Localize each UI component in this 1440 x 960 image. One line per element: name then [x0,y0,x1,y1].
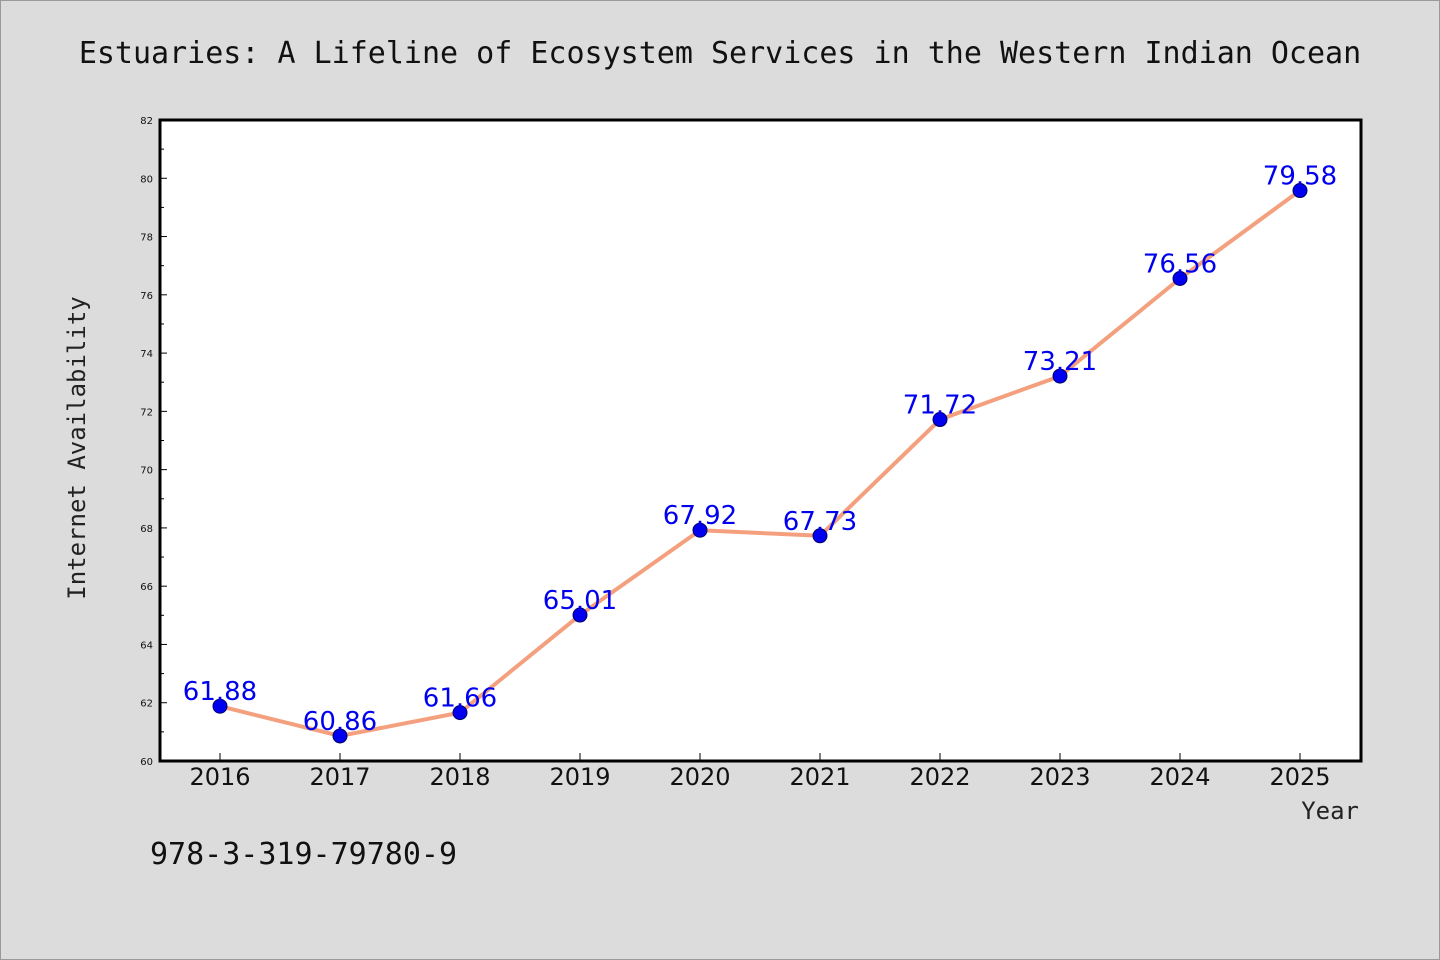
y-tick-label: 72 [140,407,153,418]
y-tick-label: 78 [140,233,153,244]
y-tick-label: 74 [140,349,153,360]
y-axis: 60 62 64 66 68 70 72 74 76 78 80 82 [140,116,167,768]
x-tick-label: 2016 [189,763,250,791]
data-point-marker [932,412,948,428]
data-point-marker [452,705,468,721]
y-tick-label: 76 [140,291,153,302]
y-axis-label: Internet Availability [63,296,91,599]
data-label: 61.66 [423,684,497,714]
data-point-marker [812,528,828,544]
x-tick-label: 2022 [909,763,970,791]
plot-area [158,118,1363,763]
series-line [218,188,1302,738]
data-labels: 61.88 60.86 61.66 65.01 67.92 67.73 71.72 73.21… [183,162,1337,737]
x-tick-label: 2023 [1029,763,1090,791]
data-label: 67.73 [783,507,857,537]
x-tick-label: 2018 [429,763,490,791]
isbn-footnote: 978-3-319-79780-9 [150,837,457,872]
data-point-marker [1292,183,1308,199]
y-tick-label: 64 [140,640,153,651]
data-label: 67.92 [663,501,737,531]
y-tick-label: 66 [140,582,153,593]
x-axis: 2016 2017 2018 2019 2020 2021 2022 2023 2024 2025 [189,753,1331,791]
x-tick-label: 2024 [1149,763,1210,791]
x-tick-label: 2017 [309,763,370,791]
y-tick-label: 60 [140,757,153,768]
x-tick-label: 2021 [789,763,850,791]
data-label: 73.21 [1023,347,1097,377]
data-label: 65.01 [543,586,617,616]
y-tick-label: 80 [140,174,153,185]
data-point-marker [692,522,708,538]
chart-title: Estuaries: A Lifeline of Ecosystem Servi… [79,36,1361,71]
y-tick-label: 82 [140,116,153,127]
y-tick-label: 68 [140,524,153,535]
data-label: 71.72 [903,391,977,421]
data-label: 60.86 [303,707,377,737]
data-point-marker [1052,368,1068,384]
data-label: 79.58 [1263,162,1337,192]
data-point-marker [332,728,348,744]
x-tick-label: 2019 [549,763,610,791]
y-tick-label: 70 [140,466,153,477]
data-point-marker [212,698,228,714]
x-tick-label: 2020 [669,763,730,791]
y-tick-label: 62 [140,699,153,710]
x-tick-label: 2025 [1269,763,1330,791]
data-label: 76.56 [1143,250,1217,280]
x-axis-label: Year [1301,797,1359,825]
data-label: 61.88 [183,677,257,707]
data-point-marker [572,607,588,623]
series-group [212,183,1308,744]
data-point-marker [1172,271,1188,287]
